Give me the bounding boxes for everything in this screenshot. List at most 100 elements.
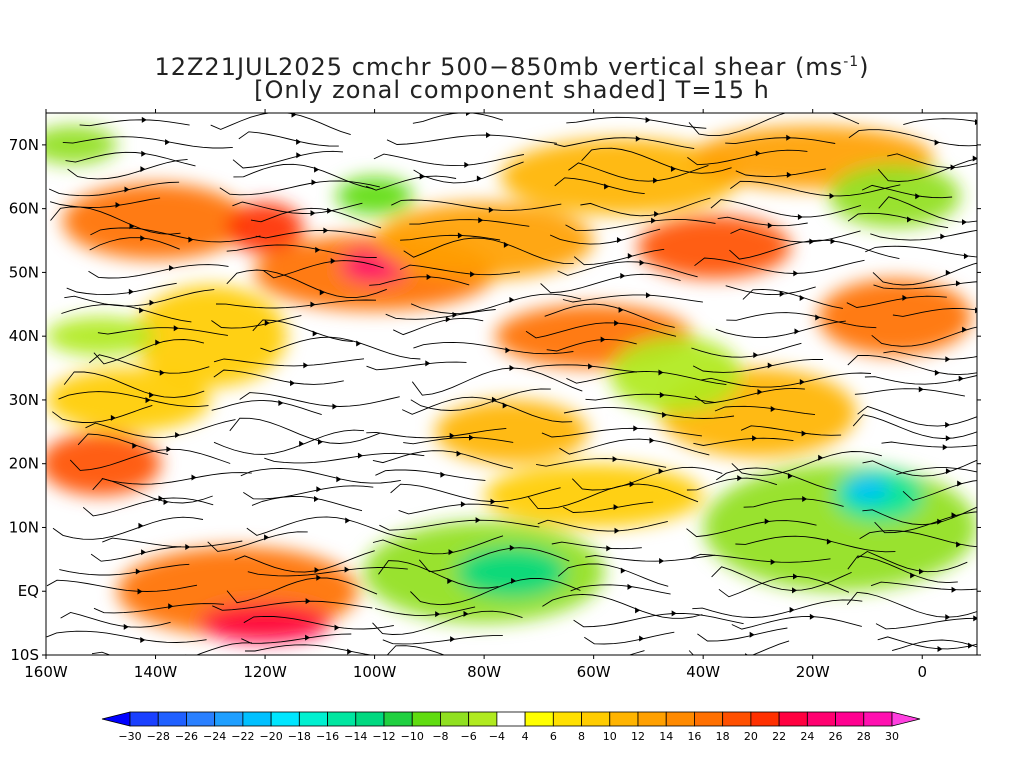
streamline	[571, 466, 723, 491]
shading-blob	[46, 317, 156, 356]
streamline-arrow	[963, 253, 969, 260]
streamline-arrow	[310, 301, 316, 308]
colorbar-box	[806, 711, 836, 727]
colorbar-label: −4	[489, 730, 505, 743]
streamline-arrow	[620, 272, 626, 279]
colorbar-box	[214, 711, 244, 727]
colorbar-label: 24	[800, 730, 814, 743]
streamline	[372, 450, 514, 469]
streamline	[526, 364, 637, 373]
streamline-arrow	[950, 164, 956, 171]
streamline	[85, 419, 236, 439]
shading-blob	[637, 215, 791, 279]
lon-label: 100W	[353, 663, 397, 681]
streamline	[852, 414, 977, 439]
streamline	[403, 237, 574, 265]
streamline	[892, 308, 977, 317]
streamline-arrow	[315, 246, 321, 253]
streamline	[62, 136, 233, 149]
streamline-arrow	[463, 610, 469, 617]
colorbar-box	[835, 711, 865, 727]
colorbar-box	[468, 711, 498, 727]
lat-label: EQ	[18, 582, 39, 600]
shading-blob	[336, 176, 413, 216]
streamline	[872, 262, 977, 286]
streamline	[264, 452, 425, 464]
streamline-arrow	[957, 480, 963, 487]
streamline-arrow	[330, 258, 336, 265]
streamline-arrow	[505, 347, 511, 354]
streamline	[65, 151, 196, 167]
streamline-arrow	[671, 610, 677, 617]
streamline-arrow	[159, 369, 165, 376]
streamline	[573, 248, 665, 266]
streamline-arrow	[123, 623, 129, 630]
streamline	[385, 309, 496, 320]
streamline-arrow	[311, 179, 317, 186]
colorbar-box	[637, 711, 667, 727]
streamline-arrow	[503, 241, 509, 248]
streamline	[410, 293, 582, 314]
streamline	[847, 555, 958, 584]
colorbar-label: 14	[659, 730, 673, 743]
streamline	[874, 511, 977, 534]
colorbar-label: 30	[885, 730, 899, 743]
streamline-arrow	[639, 259, 645, 266]
streamline	[226, 244, 377, 258]
streamline	[411, 367, 583, 396]
streamline-arrow	[135, 568, 141, 575]
lat-label: 20N	[9, 455, 39, 473]
streamline-arrow	[767, 362, 773, 369]
streamline-arrow	[951, 512, 957, 519]
lat-label: 50N	[9, 263, 39, 281]
streamline	[687, 149, 808, 166]
colorbar-box	[722, 711, 752, 727]
streamline	[418, 547, 570, 573]
streamline	[686, 477, 778, 491]
colorbar-box	[327, 711, 357, 727]
streamline-arrow	[336, 476, 342, 483]
streamline-arrow	[830, 238, 836, 245]
streamline-arrow	[934, 139, 940, 146]
streamline-arrow	[278, 399, 284, 406]
streamline-arrow	[110, 414, 116, 421]
streamline-arrow	[786, 134, 792, 141]
colorbar-box	[609, 711, 639, 727]
streamline-layer	[46, 113, 977, 655]
streamline-arrow	[945, 269, 951, 276]
streamline	[570, 584, 671, 595]
lat-label: 70N	[9, 136, 39, 154]
streamline	[541, 427, 702, 438]
lon-label: 0	[917, 663, 927, 681]
streamline	[573, 612, 744, 628]
streamline-arrow	[790, 113, 791, 114]
lon-label: 20W	[796, 663, 830, 681]
streamline-arrow	[345, 517, 351, 524]
shading-blob	[845, 476, 890, 502]
streamline	[565, 218, 716, 231]
streamline	[903, 118, 977, 126]
streamline	[232, 150, 344, 169]
streamline-arrow	[770, 406, 776, 413]
streamline	[729, 239, 900, 260]
streamline-arrow	[334, 624, 340, 631]
streamline-arrow	[155, 339, 161, 346]
streamline	[527, 483, 699, 510]
shading-blob	[46, 431, 161, 496]
streamline-arrow	[934, 369, 940, 376]
streamline-arrow	[327, 207, 333, 214]
streamline	[870, 581, 977, 591]
streamline	[887, 153, 977, 168]
streamline-arrow	[973, 615, 977, 622]
streamline	[213, 369, 344, 385]
streamline-arrow	[470, 271, 476, 278]
colorbar-low-arrow	[101, 711, 131, 727]
streamline-arrow	[488, 206, 494, 213]
lon-label: 120W	[243, 663, 287, 681]
streamline	[700, 372, 872, 388]
streamline-arrow	[264, 534, 270, 541]
streamline	[864, 375, 977, 385]
streamline	[743, 498, 844, 508]
streamline	[89, 354, 210, 374]
streamline-arrow	[115, 202, 121, 209]
